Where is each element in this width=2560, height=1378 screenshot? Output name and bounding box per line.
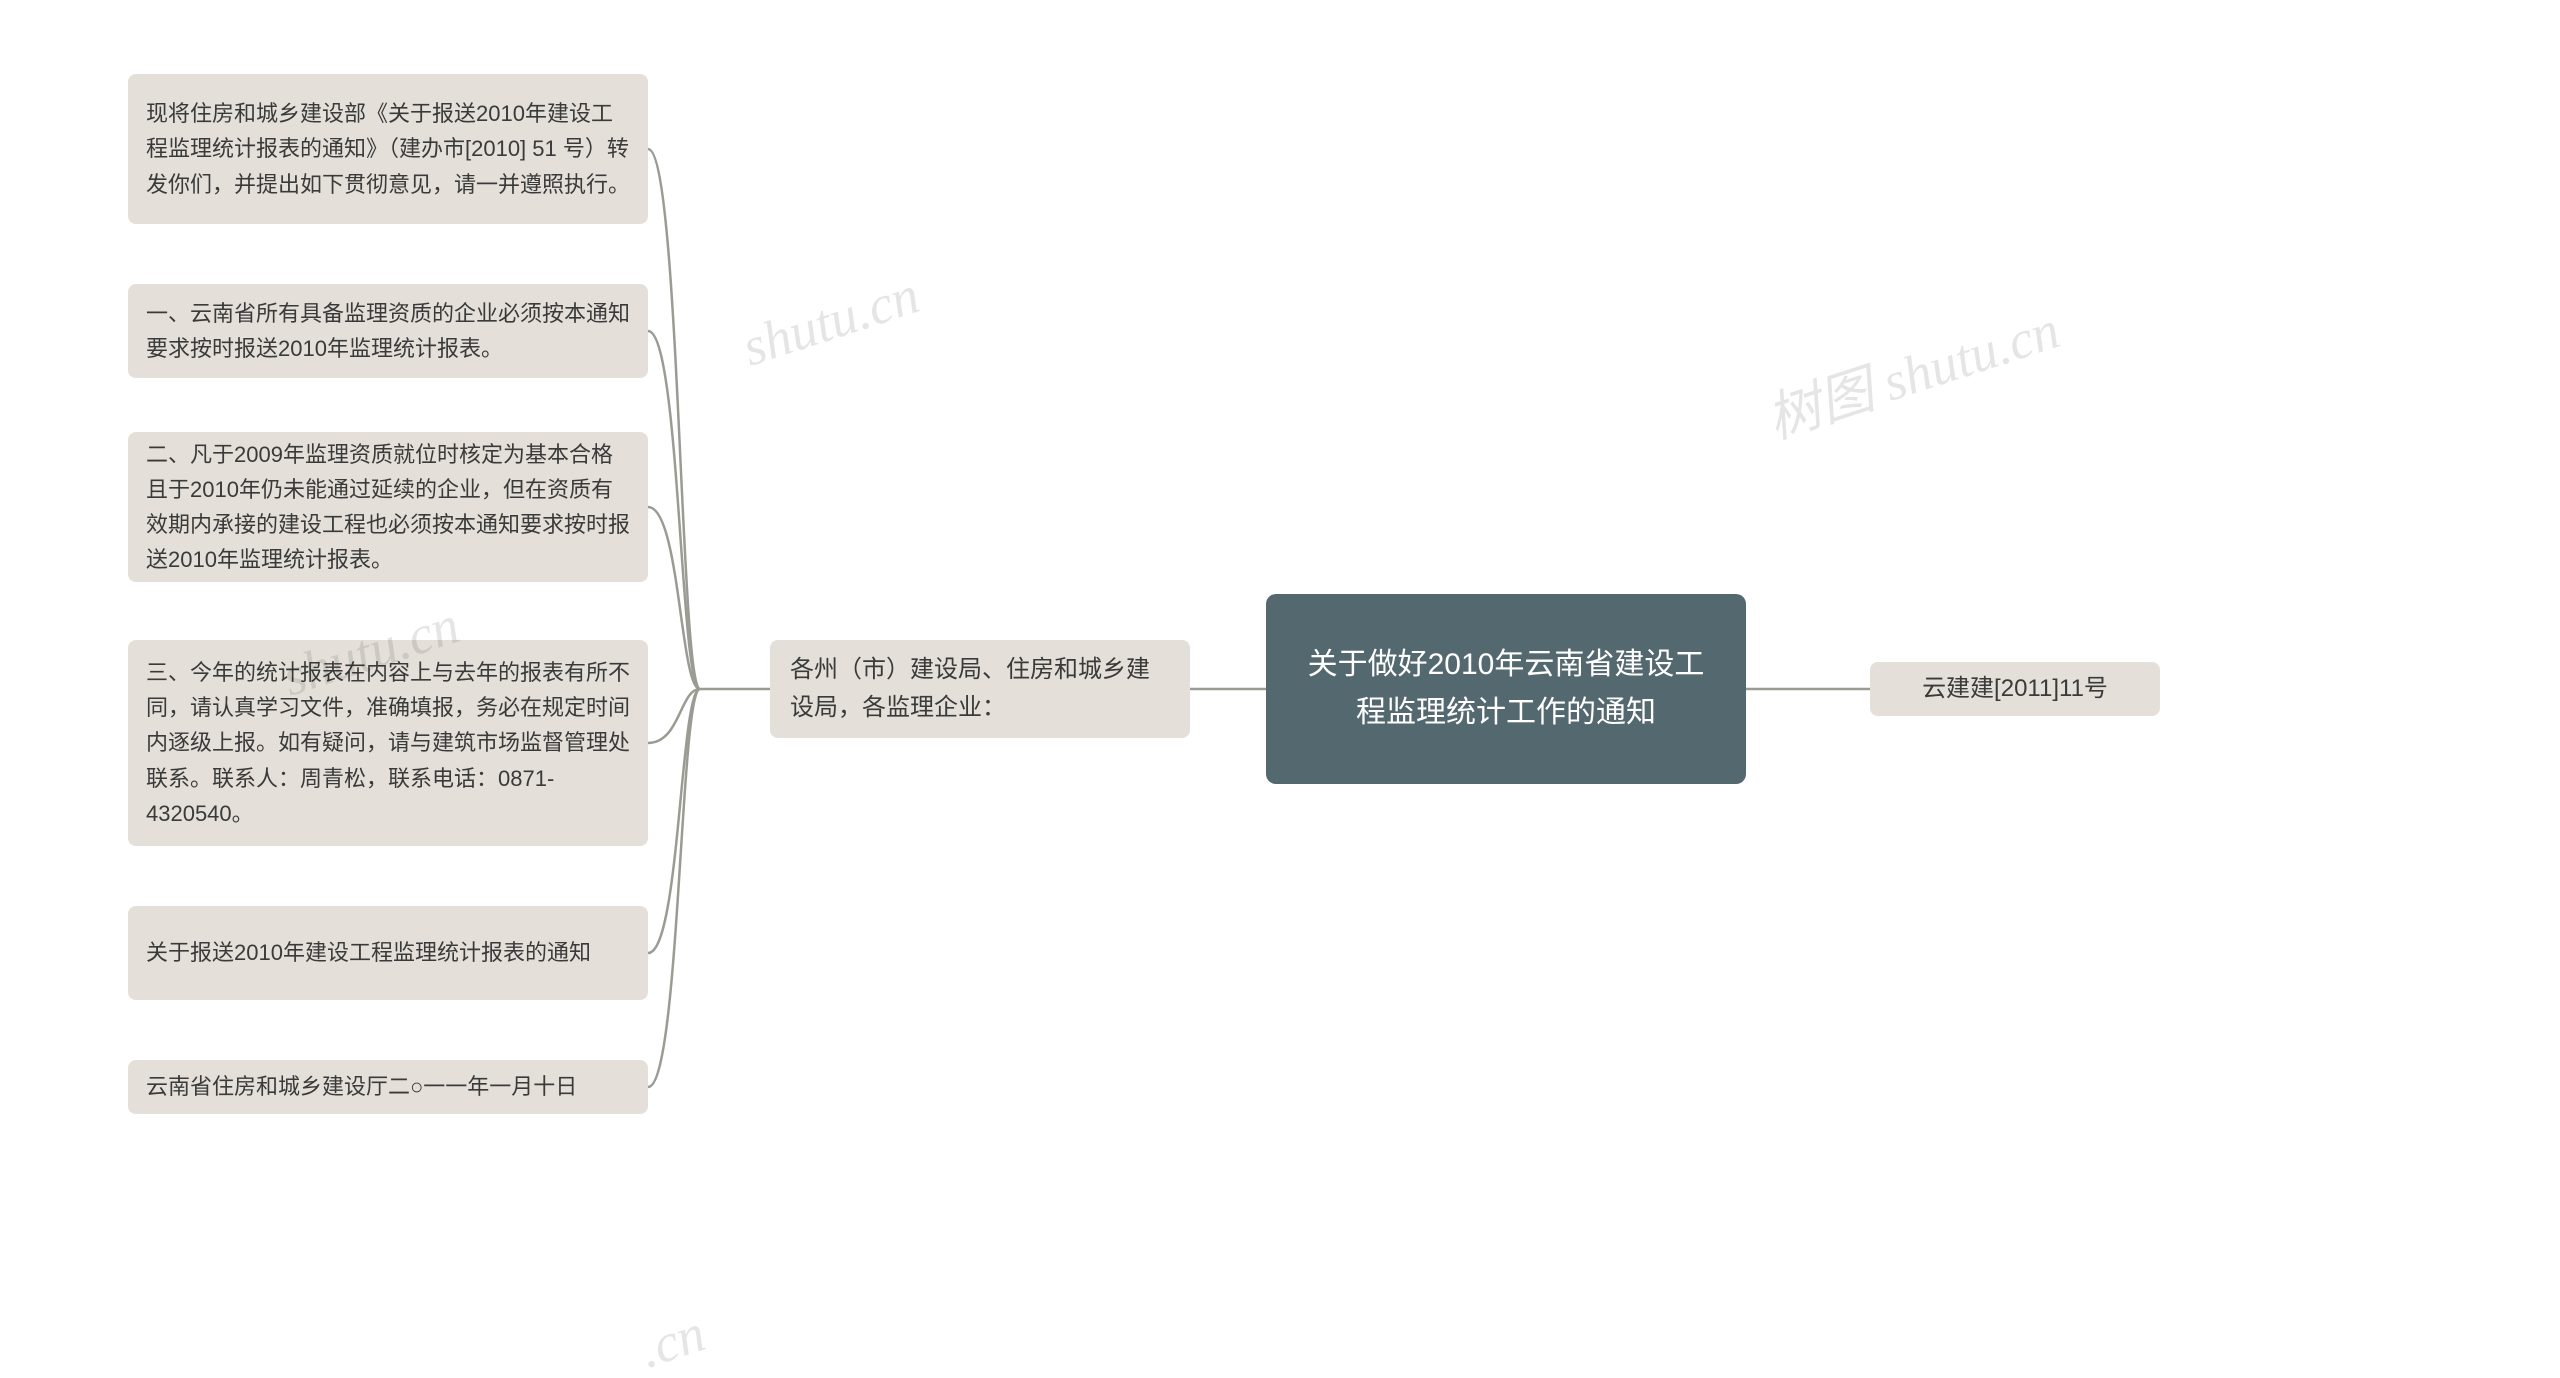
leaf-node: 一、云南省所有具备监理资质的企业必须按本通知要求按时报送2010年监理统计报表。: [128, 284, 648, 378]
leaf-text: 二、凡于2009年监理资质就位时核定为基本合格且于2010年仍未能通过延续的企业…: [146, 437, 630, 578]
leaf-text: 云南省住房和城乡建设厅二○一一年一月十日: [146, 1069, 577, 1104]
leaf-text: 三、今年的统计报表在内容上与去年的报表有所不同，请认真学习文件，准确填报，务必在…: [146, 655, 630, 831]
root-node: 关于做好2010年云南省建设工程监理统计工作的通知: [1266, 594, 1746, 784]
leaf-node: 三、今年的统计报表在内容上与去年的报表有所不同，请认真学习文件，准确填报，务必在…: [128, 640, 648, 846]
leaf-node: 云南省住房和城乡建设厅二○一一年一月十日: [128, 1060, 648, 1114]
addressee-label: 各州（市）建设局、住房和城乡建设局，各监理企业：: [790, 651, 1170, 728]
watermark: .cn: [632, 1302, 712, 1378]
doc-number-node: 云建建[2011]11号: [1870, 662, 2160, 716]
leaf-node: 关于报送2010年建设工程监理统计报表的通知: [128, 906, 648, 1000]
addressee-node: 各州（市）建设局、住房和城乡建设局，各监理企业：: [770, 640, 1190, 738]
doc-number-label: 云建建[2011]11号: [1922, 670, 2108, 708]
leaf-text: 现将住房和城乡建设部《关于报送2010年建设工程监理统计报表的通知》（建办市[2…: [146, 96, 630, 202]
leaf-text: 关于报送2010年建设工程监理统计报表的通知: [146, 935, 591, 970]
leaf-text: 一、云南省所有具备监理资质的企业必须按本通知要求按时报送2010年监理统计报表。: [146, 296, 630, 366]
leaf-node: 现将住房和城乡建设部《关于报送2010年建设工程监理统计报表的通知》（建办市[2…: [128, 74, 648, 224]
root-title: 关于做好2010年云南省建设工程监理统计工作的通知: [1298, 641, 1714, 737]
watermark: 树图 shutu.cn: [1755, 285, 2068, 454]
watermark: shutu.cn: [735, 263, 927, 378]
leaf-node: 二、凡于2009年监理资质就位时核定为基本合格且于2010年仍未能通过延续的企业…: [128, 432, 648, 582]
